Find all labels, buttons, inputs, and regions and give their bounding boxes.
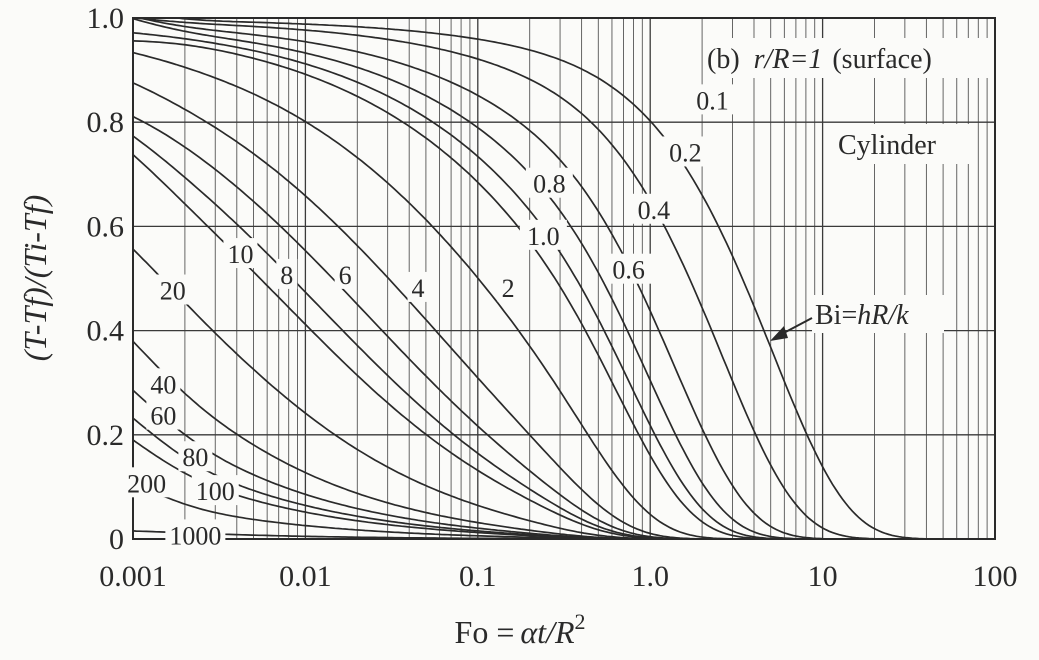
x-tick-label: 0.01 bbox=[279, 560, 332, 593]
y-tick-labels: 0 0.2 0.4 0.6 0.8 1.0 bbox=[87, 2, 125, 556]
curve-label-background bbox=[123, 467, 171, 498]
y-tick-label: 0.4 bbox=[87, 315, 125, 348]
curve-label-background bbox=[146, 399, 181, 430]
x-axis-title-prefix: Fo = bbox=[455, 614, 515, 650]
x-tick-label: 10 bbox=[808, 560, 838, 593]
curve-label-background bbox=[178, 441, 213, 472]
x-tick-label: 0.1 bbox=[459, 560, 497, 593]
curve-label-background bbox=[276, 258, 298, 289]
parameter-label-formula: hR/k bbox=[857, 300, 909, 331]
panel-condition-note: (surface) bbox=[832, 44, 931, 75]
curve-label-background bbox=[497, 271, 519, 302]
series-line-bi-0_1 bbox=[133, 17, 995, 540]
parameter-label-background bbox=[812, 295, 944, 333]
curve-label-background bbox=[525, 167, 573, 198]
curve-label-background bbox=[223, 238, 258, 269]
curve-label-bi-0_1: 0.1 bbox=[696, 86, 729, 115]
panel-annotation: (b) r/R=1 (surface) bbox=[707, 44, 932, 75]
y-tick-label: 0 bbox=[109, 523, 124, 556]
curve-label-bi-1000: 1000 bbox=[169, 521, 221, 550]
parameter-label-prefix: Bi= bbox=[815, 300, 857, 331]
curve-label-bi-0_2: 0.2 bbox=[669, 138, 702, 167]
curve-label-bi-20: 20 bbox=[160, 277, 186, 306]
plot-frame bbox=[132, 17, 996, 540]
x-tick-label: 1.0 bbox=[631, 560, 669, 593]
curve-label-background bbox=[689, 84, 737, 115]
curve-label-bi-2: 2 bbox=[502, 274, 515, 303]
curve-label-background bbox=[155, 274, 190, 305]
geometry-label-background bbox=[834, 124, 974, 164]
y-tick-label: 0.2 bbox=[87, 419, 125, 452]
curve-label-background bbox=[146, 368, 181, 399]
panel-condition-var: r/R bbox=[754, 44, 790, 75]
series-line-bi-0_2 bbox=[133, 17, 995, 540]
curve-label-background bbox=[630, 193, 678, 224]
curve-label-bi-0_4: 0.4 bbox=[638, 196, 671, 225]
geometry-label: Cylinder bbox=[838, 130, 937, 161]
curve-label-bi-1_0: 1.0 bbox=[527, 222, 560, 251]
curve-label-bi-10: 10 bbox=[227, 240, 253, 269]
y-axis-title: (T-Tf)/(Ti-Tf) bbox=[17, 195, 53, 362]
x-tick-labels: 0.001 0.01 0.1 1.0 10 100 bbox=[99, 560, 1017, 593]
curve-label-bi-6: 6 bbox=[339, 261, 352, 290]
panel-condition-value: =1 bbox=[789, 44, 822, 75]
y-tick-label: 0.6 bbox=[87, 210, 125, 243]
curve-label-background bbox=[165, 519, 226, 550]
x-axis-title-formula: αt/R bbox=[520, 614, 575, 650]
y-tick-label: 1.0 bbox=[87, 2, 125, 35]
curve-label-bi-40: 40 bbox=[150, 370, 176, 399]
x-tick-label: 0.001 bbox=[99, 560, 167, 593]
curve-label-bi-60: 60 bbox=[150, 402, 176, 431]
parameter-arrow-head bbox=[770, 326, 788, 341]
curve-label-bi-8: 8 bbox=[280, 261, 293, 290]
x-tick-label: 100 bbox=[973, 560, 1018, 593]
curve-label-background bbox=[519, 219, 567, 250]
curve-label-bi-200: 200 bbox=[127, 469, 166, 498]
curve-label-background bbox=[605, 253, 653, 284]
curve-label-bi-4: 4 bbox=[412, 274, 425, 303]
x-axis-title: Fo = αt/R2 bbox=[455, 609, 586, 650]
curve-label-bi-0_8: 0.8 bbox=[533, 170, 566, 199]
curve-label-bi-0_6: 0.6 bbox=[612, 256, 645, 285]
curve-label-bi-100: 100 bbox=[196, 477, 235, 506]
parameter-label: Bi=hR/k bbox=[815, 300, 909, 331]
curve-label-background bbox=[191, 475, 239, 506]
curve-label-background bbox=[661, 136, 709, 167]
curve-label-background bbox=[407, 271, 429, 302]
panel-label: (b) bbox=[707, 44, 740, 75]
curve-label-background bbox=[334, 258, 356, 289]
y-tick-label: 0.8 bbox=[87, 106, 125, 139]
x-axis-title-exponent: 2 bbox=[574, 609, 585, 634]
panel-annotation-background bbox=[703, 38, 988, 78]
curve-label-bi-80: 80 bbox=[182, 443, 208, 472]
